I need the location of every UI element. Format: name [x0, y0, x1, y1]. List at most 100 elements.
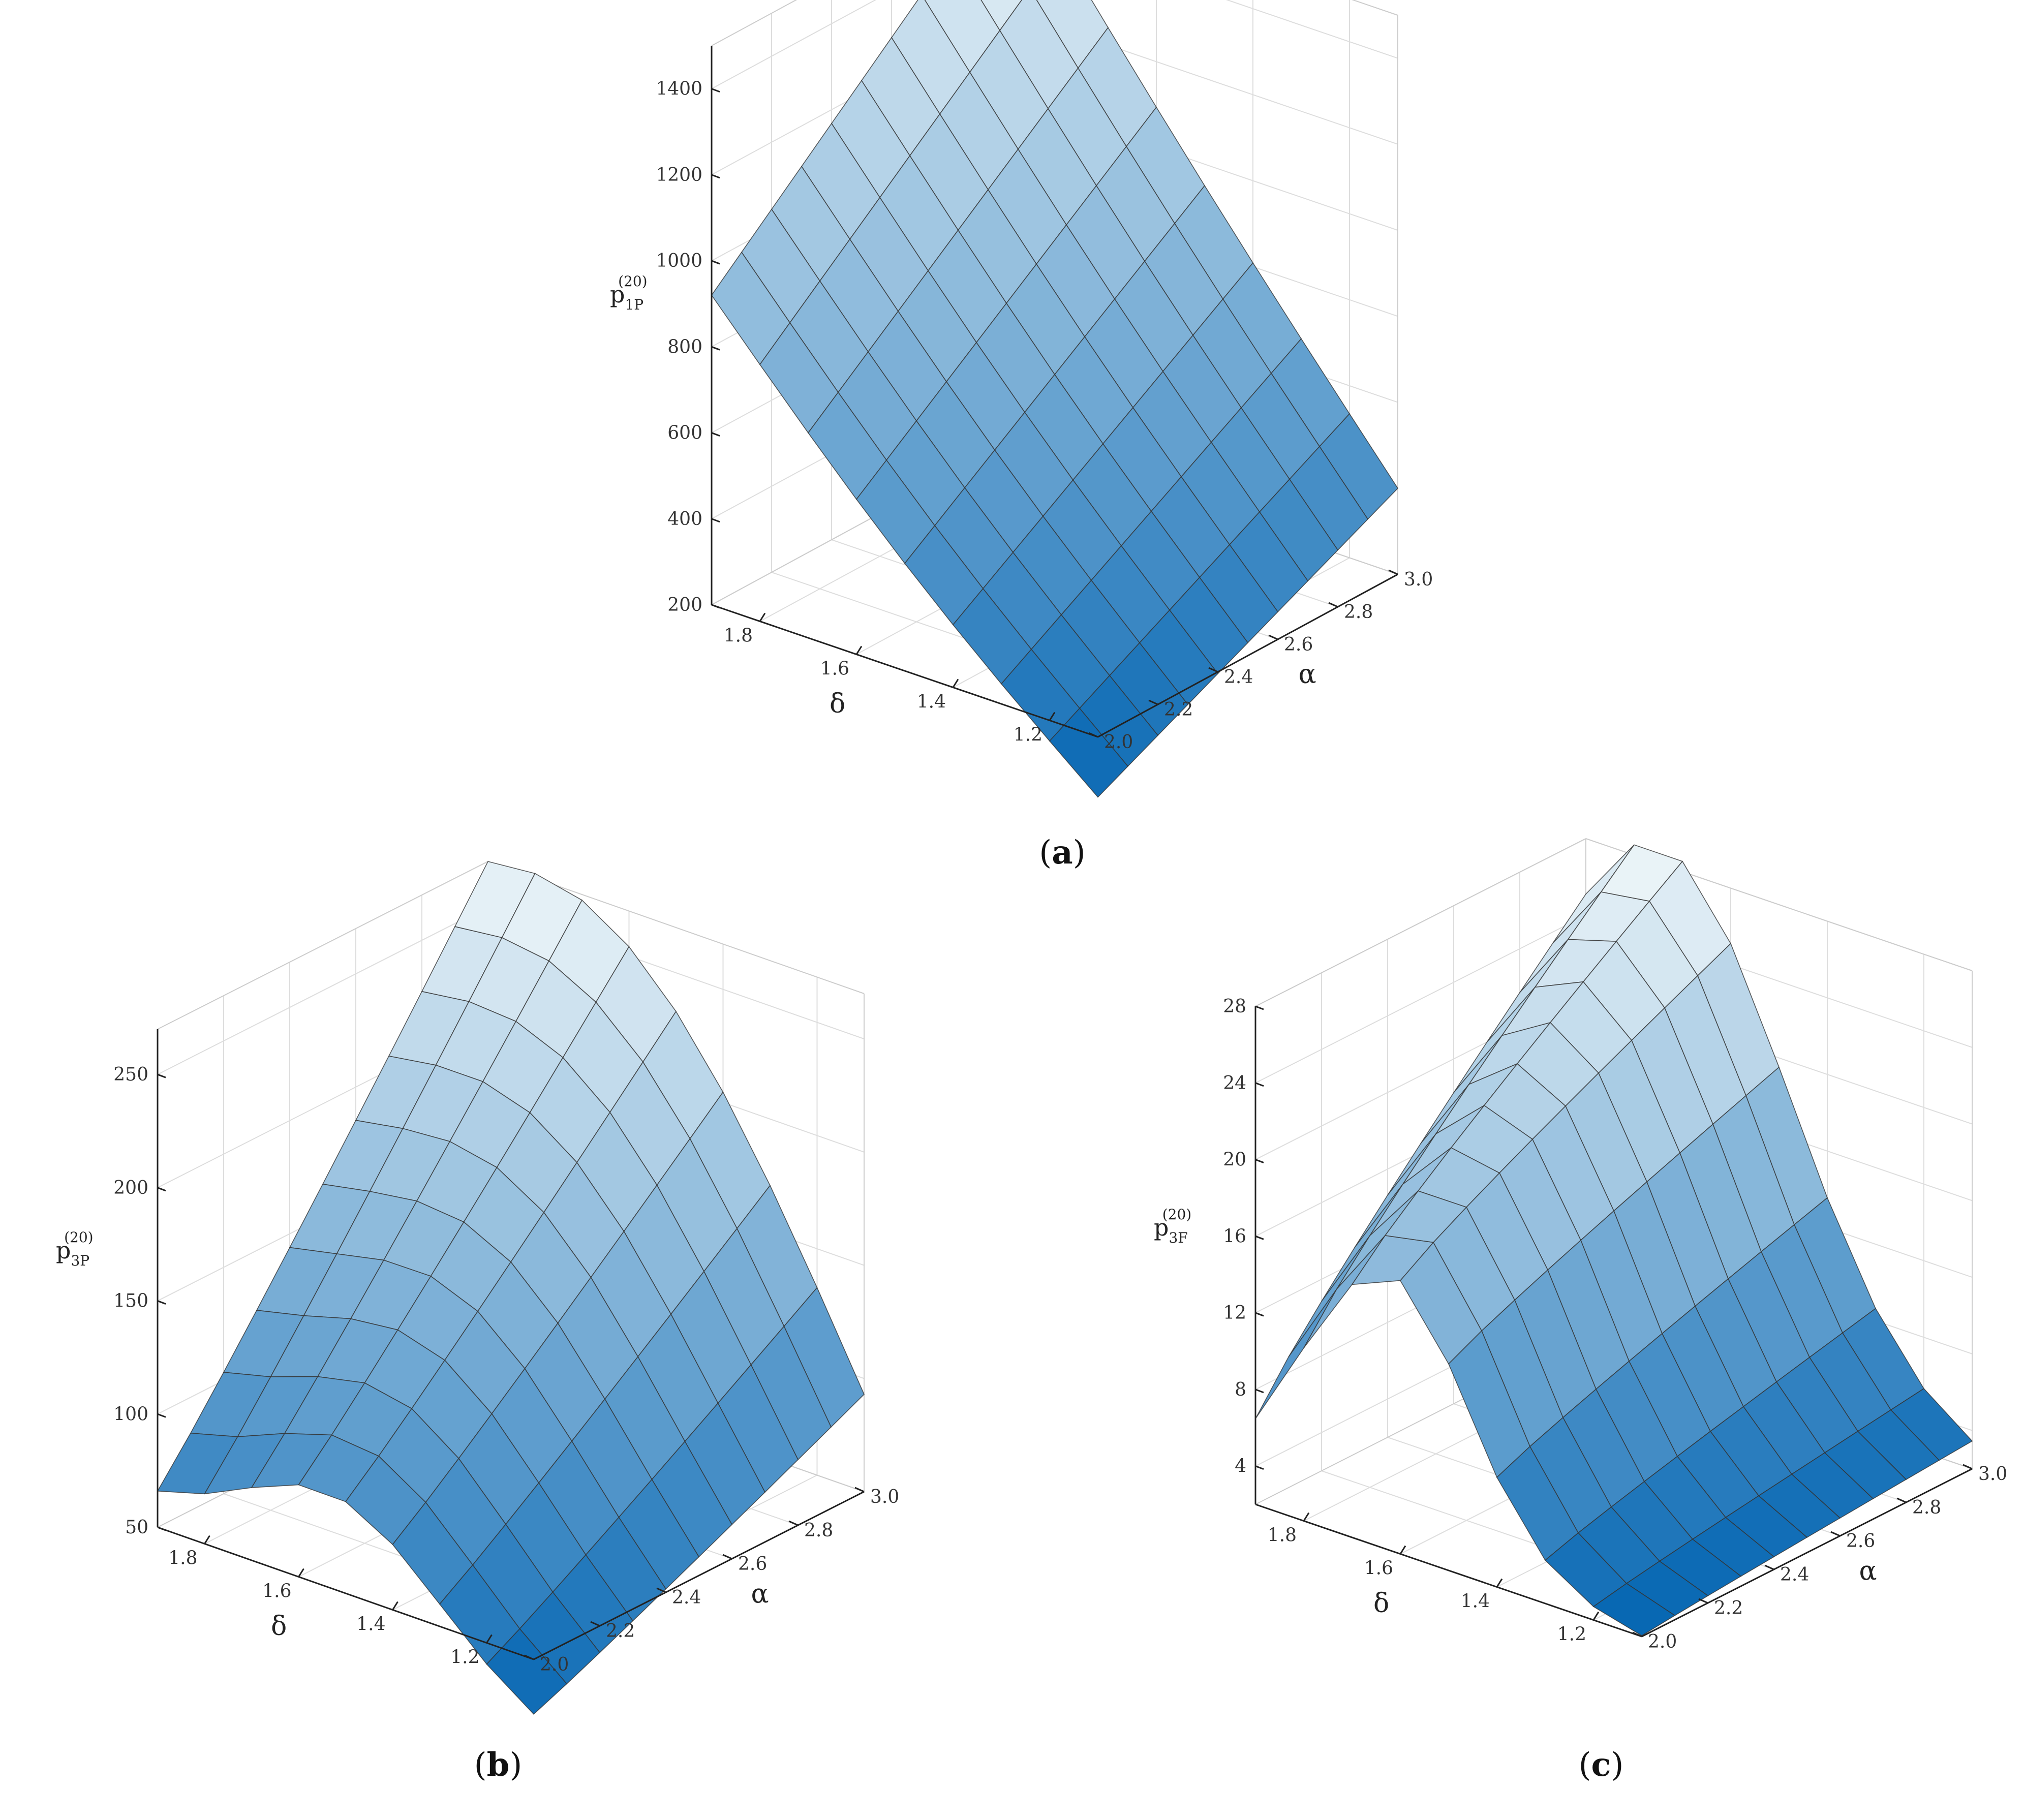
delta-tick-label: 1.4	[1461, 1591, 1490, 1612]
z-tick	[711, 346, 720, 351]
alpha-tick	[1698, 1598, 1708, 1604]
z-tick	[157, 1300, 166, 1305]
surface-patch	[1288, 1235, 1370, 1358]
alpha-tick	[1962, 1464, 1973, 1470]
surface-a	[711, 0, 1399, 798]
axes-b: 50 100 150 200 250 2.0 2.2 2.4 2.6 2.8 3.0 1.2 1.4 1.…	[56, 1029, 899, 1675]
box-edge	[711, 0, 798, 46]
alpha-tick	[1830, 1531, 1841, 1537]
z-axis-label-main: p	[610, 281, 625, 308]
box-edge	[1255, 838, 1586, 1007]
z-axis-label-main: p	[1154, 1214, 1169, 1241]
z-tick-label: 12	[1223, 1303, 1246, 1323]
z-axis-label-sup: (20)	[64, 1229, 93, 1246]
box-edge	[157, 861, 488, 1030]
alpha-tick-label: 2.4	[1780, 1564, 1809, 1585]
z-axis-label-sub: 3F	[1169, 1229, 1187, 1246]
delta-axis-line	[157, 1526, 534, 1660]
delta-tick	[204, 1535, 210, 1545]
alpha-tick-label: 2.0	[1104, 732, 1133, 753]
alpha-tick	[1088, 732, 1098, 738]
surface-patch	[1592, 1583, 1676, 1637]
alpha-tick-label: 2.8	[804, 1520, 833, 1541]
alpha-tick-label: 3.0	[870, 1487, 899, 1507]
z-tick	[1255, 1312, 1264, 1317]
delta-tick	[952, 678, 959, 688]
surface-chart-a: 200 400 600 800 1000 1200 1400 2.0 2.2 2.4 2.6 2.8 3…	[610, 0, 1433, 798]
z-tick-label: 4	[1235, 1456, 1246, 1477]
delta-tick-label: 1.4	[917, 692, 946, 713]
z-tick	[711, 260, 720, 265]
alpha-axis-line	[1097, 573, 1398, 738]
surface-chart-c: 4 8 12 16 20 24 28 2.0 2.2 2.4 2.6 2.8 3.0 1.2 1.4 1.6 1…	[1154, 838, 2007, 1652]
alpha-axis-line	[533, 1491, 865, 1660]
alpha-axis-label: α	[751, 1579, 769, 1610]
delta-tick	[855, 645, 863, 655]
z-tick-label: 400	[667, 509, 702, 530]
z-axis-label-sup: (20)	[1162, 1206, 1191, 1223]
delta-tick	[392, 1601, 398, 1611]
wall-gridline	[1255, 914, 1586, 1084]
z-tick	[1255, 1005, 1264, 1010]
chart-panel-c: 4 8 12 16 20 24 28 2.0 2.2 2.4 2.6 2.8 3.0 1.2 1.4 1.6 1…	[1093, 838, 2024, 1723]
alpha-tick	[1896, 1497, 1907, 1503]
z-tick-label: 600	[667, 423, 702, 444]
alpha-tick-label: 2.2	[1714, 1598, 1743, 1619]
z-tick-label: 800	[667, 336, 702, 357]
z-axis-label-sub: 3P	[71, 1252, 89, 1269]
wall-gridline	[157, 906, 488, 1075]
z-tick	[157, 1073, 166, 1078]
z-tick	[1255, 1159, 1264, 1163]
alpha-tick-label: 2.2	[1164, 699, 1193, 720]
z-tick	[711, 604, 720, 609]
z-axis-label: p3P (20)	[56, 1229, 94, 1269]
alpha-tick-label: 2.8	[1344, 602, 1373, 623]
z-tick-label: 20	[1223, 1150, 1246, 1170]
delta-tick-label: 1.8	[724, 626, 753, 646]
alpha-tick-label: 3.0	[1978, 1464, 2007, 1485]
z-tick-label: 250	[113, 1064, 148, 1085]
z-tick	[1255, 1389, 1264, 1394]
delta-tick-label: 1.6	[262, 1581, 291, 1602]
alpha-tick	[656, 1587, 666, 1593]
delta-tick	[1399, 1545, 1406, 1555]
z-tick	[711, 518, 720, 523]
z-tick	[711, 174, 720, 179]
delta-tick	[486, 1634, 493, 1644]
z-tick	[711, 432, 720, 437]
z-axis-label: p1P (20)	[610, 273, 648, 313]
z-tick-label: 28	[1223, 996, 1246, 1017]
delta-tick-label: 1.2	[1014, 725, 1042, 746]
z-tick-label: 8	[1235, 1379, 1246, 1400]
z-tick-label: 150	[113, 1291, 148, 1312]
alpha-tick	[854, 1487, 865, 1493]
delta-tick	[298, 1568, 304, 1578]
chart-panel-a: 200 400 600 800 1000 1200 1400 2.0 2.2 2.4 2.6 2.8 3…	[508, 0, 1550, 813]
z-tick	[711, 88, 720, 93]
surface-patch	[1303, 1235, 1386, 1348]
alpha-tick	[1388, 569, 1398, 575]
wall-gridline	[711, 0, 877, 89]
chart-panel-b: 50 100 150 200 250 2.0 2.2 2.4 2.6 2.8 3.0 1.2 1.4 1.…	[0, 861, 966, 1723]
delta-tick-label: 1.6	[1364, 1558, 1393, 1579]
delta-axis-label: δ	[271, 1611, 287, 1642]
alpha-tick-label: 2.6	[738, 1554, 767, 1575]
z-axis-label: p3F (20)	[1154, 1206, 1191, 1246]
delta-axis-label: δ	[830, 689, 845, 719]
z-tick	[157, 1526, 166, 1531]
delta-axis-line	[711, 604, 1098, 738]
alpha-tick-label: 2.0	[540, 1654, 569, 1675]
alpha-tick	[1268, 634, 1278, 640]
alpha-tick	[1764, 1564, 1774, 1570]
z-tick	[157, 1413, 166, 1418]
z-tick-label: 1200	[656, 165, 702, 186]
alpha-tick-label: 2.2	[606, 1621, 635, 1642]
delta-tick	[1303, 1512, 1310, 1522]
delta-tick	[1496, 1578, 1503, 1588]
alpha-axis-label: α	[1299, 659, 1316, 690]
z-tick-label: 100	[113, 1404, 148, 1425]
alpha-tick	[1328, 602, 1338, 608]
caption-a: (a)	[1039, 834, 1086, 872]
alpha-tick-label: 2.0	[1648, 1631, 1677, 1652]
delta-tick-label: 1.8	[1268, 1525, 1297, 1546]
